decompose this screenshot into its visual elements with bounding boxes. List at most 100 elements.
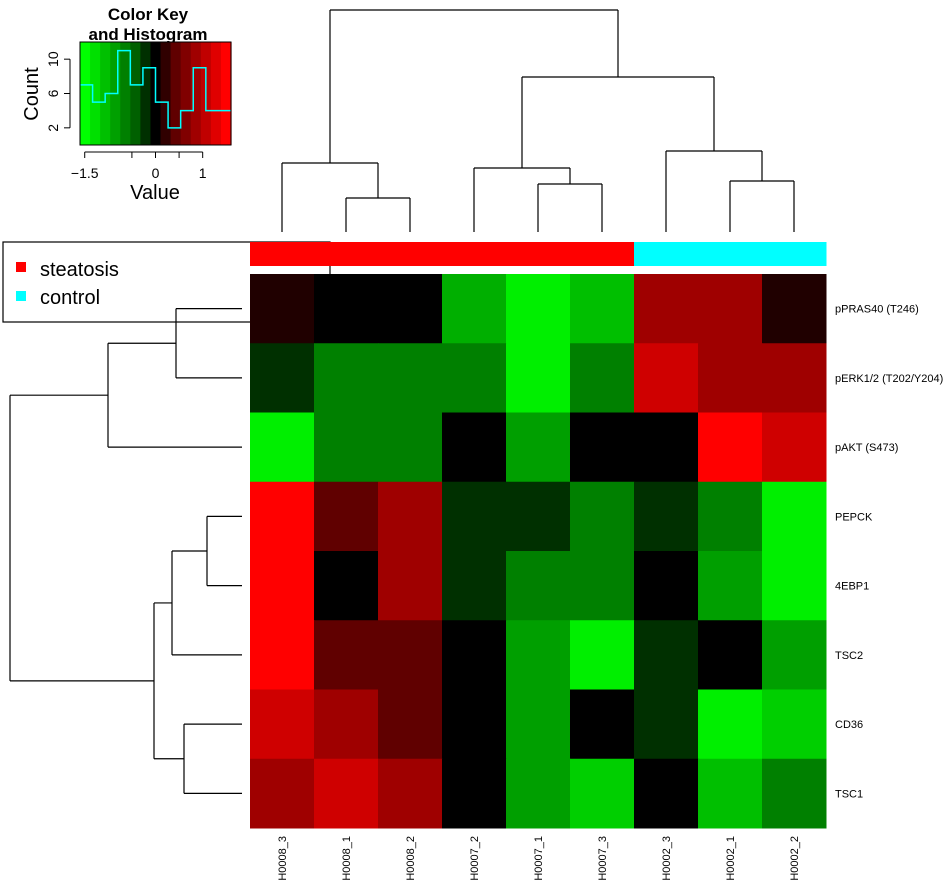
heatmap-cell (762, 274, 827, 344)
color-key-title-line2: and Histogram (88, 25, 207, 44)
color-key-x-tick-label: 0 (152, 165, 160, 181)
column-labels: H0008_3 H0008_1 H0008_2 H0007_2 H0007_1 H0007… (277, 836, 801, 881)
heatmap-cell (442, 343, 507, 413)
heatmap-cell (506, 551, 571, 621)
column-label: H0002_2 (789, 836, 801, 881)
column-label: H0002_3 (661, 836, 673, 881)
heatmap-cell (762, 620, 827, 690)
heatmap-cell (314, 481, 379, 552)
heatmap-cell (698, 343, 763, 413)
heatmap-cell (506, 274, 571, 344)
heatmap-cell (762, 551, 827, 621)
color-key-swatch (220, 42, 232, 145)
heatmap-cell (378, 274, 443, 344)
heatmap-cell (314, 412, 379, 483)
color-key-y-axis: 2 6 10 (45, 51, 71, 132)
color-key-swatch (190, 42, 202, 145)
heatmap-cell (570, 412, 635, 483)
column-dendrogram (281, 9, 795, 232)
heatmap-cell (378, 412, 443, 483)
heatmap-cell (314, 620, 379, 690)
heatmap-cell (378, 689, 443, 760)
heatmap-cell (762, 481, 827, 552)
color-key-histogram (80, 49, 231, 129)
heatmap-cell (442, 274, 507, 344)
heatmap-cell (250, 343, 315, 413)
heatmap-cell (506, 343, 571, 413)
heatmap-cell (634, 689, 699, 760)
heatmap-cell (250, 689, 315, 760)
legend-swatch-steatosis (16, 262, 26, 272)
color-key-swatch (170, 42, 182, 145)
heatmap-cell (698, 620, 763, 690)
color-key-swatch (130, 42, 141, 145)
color-key-x-tick-label: 1 (199, 165, 207, 181)
column-group-cell (250, 242, 315, 266)
column-group-cell (762, 242, 827, 266)
column-label: H0008_1 (341, 836, 353, 881)
heatmap-cell (698, 274, 763, 344)
row-label: pERK1/2 (T202/Y204) (835, 373, 943, 385)
row-label: pPRAS40 (T246) (835, 304, 919, 316)
heatmap-cell (442, 758, 507, 829)
row-label: pAKT (S473) (835, 442, 898, 454)
heatmap-cell (314, 274, 379, 344)
heatmap-cell (314, 343, 379, 413)
heatmap-cell (698, 481, 763, 552)
heatmap-cell (250, 481, 315, 552)
legend-label-control: control (40, 287, 100, 309)
heatmap-cell (698, 758, 763, 829)
color-key-swatch (120, 42, 131, 145)
color-key-swatch (180, 42, 192, 145)
row-label: TSC1 (835, 788, 863, 800)
heatmap-cell (442, 412, 507, 483)
column-group-cell (634, 242, 699, 266)
heatmap-cell (570, 620, 635, 690)
heatmap-cell (634, 481, 699, 552)
row-labels: pPRAS40 (T246) pERK1/2 (T202/Y204) pAKT (S… (835, 304, 943, 801)
heatmap-cell (762, 758, 827, 829)
heatmap-cell (506, 481, 571, 552)
column-group-bar (250, 242, 827, 266)
heatmap-cell (698, 412, 763, 483)
color-key-ylabel: Count (21, 67, 43, 121)
heatmap-cell (698, 551, 763, 621)
heatmap-cell (570, 551, 635, 621)
heatmap-cell (634, 274, 699, 344)
column-group-cell (378, 242, 443, 266)
color-key-title-line1: Color Key (108, 5, 189, 24)
column-label: H0007_1 (533, 836, 545, 881)
row-label: CD36 (835, 719, 863, 731)
column-group-cell (570, 242, 635, 266)
column-group-cell (506, 242, 571, 266)
heatmap-cell (762, 343, 827, 413)
heatmap-cell (250, 551, 315, 621)
column-label: H0007_2 (469, 836, 481, 881)
heatmap-cell (634, 620, 699, 690)
row-label: TSC2 (835, 650, 863, 662)
column-group-cell (442, 242, 507, 266)
heatmap-cell (250, 620, 315, 690)
color-key-swatch (140, 42, 152, 145)
color-key-y-tick-label: 6 (45, 89, 61, 97)
color-key-swatch (160, 42, 172, 145)
row-dendrogram (9, 308, 242, 794)
heatmap-cell (250, 758, 315, 829)
heatmap-cell (506, 620, 571, 690)
heatmap-cell (762, 412, 827, 483)
color-key-xlabel: Value (130, 182, 180, 204)
heatmap-cell (442, 620, 507, 690)
color-key-x-tick-label: −1.5 (71, 165, 99, 181)
heatmap-cell (506, 758, 571, 829)
heatmap-cell (314, 551, 379, 621)
heatmap-cell (506, 689, 571, 760)
heatmap-cell (570, 481, 635, 552)
heatmap-cell (570, 689, 635, 760)
legend: steatosis control (2, 241, 331, 323)
color-key-x-axis: −1.5 0 1 (71, 151, 207, 181)
column-group-cell (314, 242, 379, 266)
heatmap-cell (634, 758, 699, 829)
color-key: Color Key and Histogram 2 6 10 −1.5 0 1 Coun… (21, 5, 232, 204)
color-key-y-tick-label: 2 (45, 124, 61, 132)
